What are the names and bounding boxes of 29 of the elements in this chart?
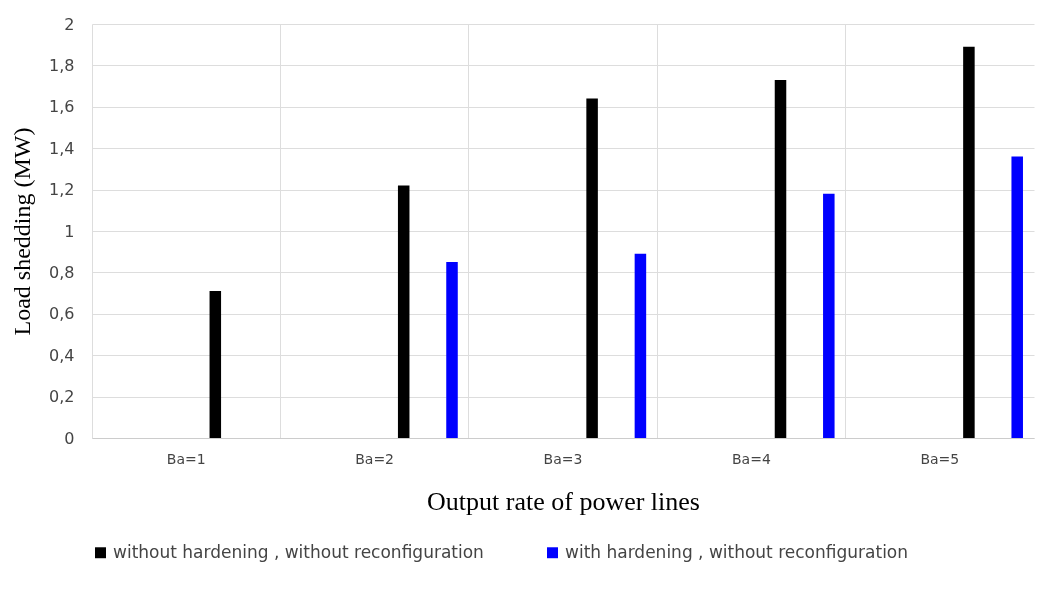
y-tick-label: 0,8 — [49, 262, 75, 282]
bar — [963, 46, 975, 438]
bar — [446, 262, 458, 438]
legend-label: without hardening , without reconfiguration — [113, 541, 484, 562]
legend-label: with hardening , without reconfiguration — [565, 541, 909, 562]
x-axis-title: Output rate of power lines — [427, 486, 700, 516]
bar — [397, 185, 410, 438]
x-tick-label: Ba=3 — [543, 450, 583, 467]
bar — [774, 79, 787, 438]
y-tick-label: 1,6 — [49, 97, 75, 117]
y-tick-label: 1,2 — [49, 180, 75, 200]
y-tick-label: 2 — [64, 14, 75, 34]
bar — [823, 193, 835, 438]
x-tick-label: Ba=1 — [166, 450, 206, 467]
y-tick-label: 1,8 — [49, 55, 75, 75]
y-tick-label: 0,2 — [49, 387, 75, 407]
y-tick-label: 1 — [64, 221, 75, 241]
y-tick-label: 0 — [64, 428, 75, 448]
x-tick-label: Ba=4 — [731, 450, 771, 467]
y-tick-label: 0,4 — [49, 345, 75, 365]
x-tick-label: Ba=2 — [355, 450, 395, 467]
bar — [209, 291, 222, 438]
y-tick-label: 0,6 — [49, 304, 75, 324]
bar — [1011, 156, 1023, 438]
y-tick-label: 1,4 — [49, 138, 75, 158]
y-axis-title: Load shedding (MW) — [9, 127, 36, 336]
bar — [634, 253, 647, 438]
x-tick-label: Ba=5 — [920, 450, 960, 467]
bar — [586, 98, 598, 438]
